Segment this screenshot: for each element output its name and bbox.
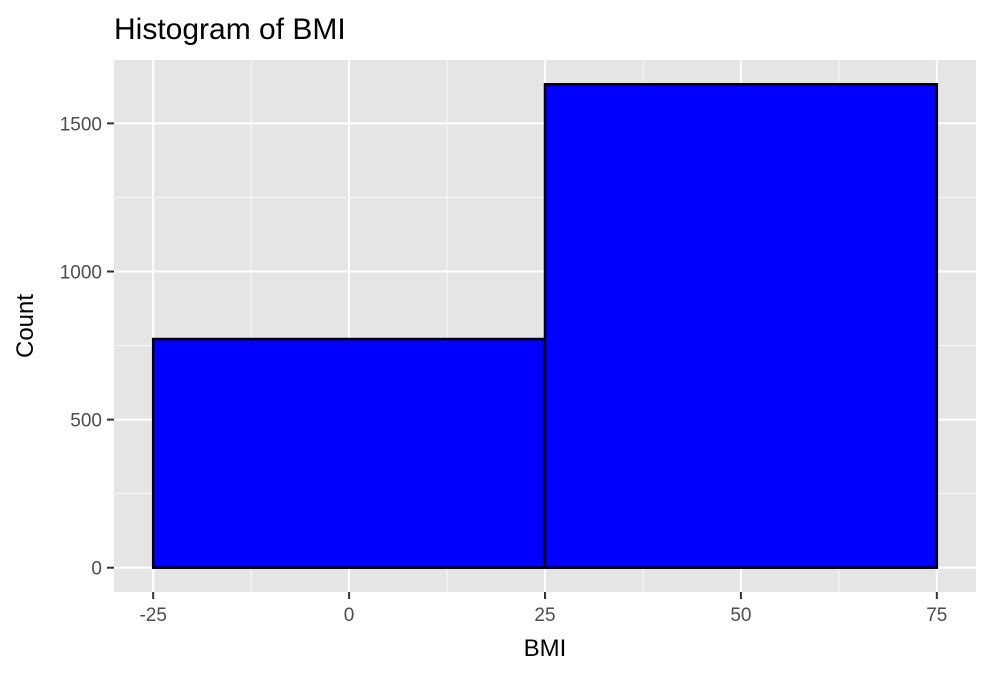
y-axis-title: Count xyxy=(12,294,39,358)
y-axis: 0 500 1000 1500 xyxy=(60,114,114,580)
x-tick-label: 0 xyxy=(344,605,355,626)
x-axis-title: BMI xyxy=(524,635,567,662)
x-tick-label: 50 xyxy=(730,605,751,626)
x-tick-label: 75 xyxy=(926,605,947,626)
y-tick-label: 0 xyxy=(91,559,102,580)
chart-title: Histogram of BMI xyxy=(114,13,346,46)
x-axis: -25 0 25 50 75 xyxy=(139,592,947,626)
x-tick-label: -25 xyxy=(139,605,166,626)
histogram-bar xyxy=(151,337,547,569)
x-tick-label: 25 xyxy=(534,605,555,626)
y-tick-label: 500 xyxy=(70,411,102,432)
histogram-bar xyxy=(543,83,939,569)
y-tick-label: 1500 xyxy=(60,114,102,135)
histogram-bars xyxy=(151,83,939,569)
y-tick-label: 1000 xyxy=(60,262,102,283)
